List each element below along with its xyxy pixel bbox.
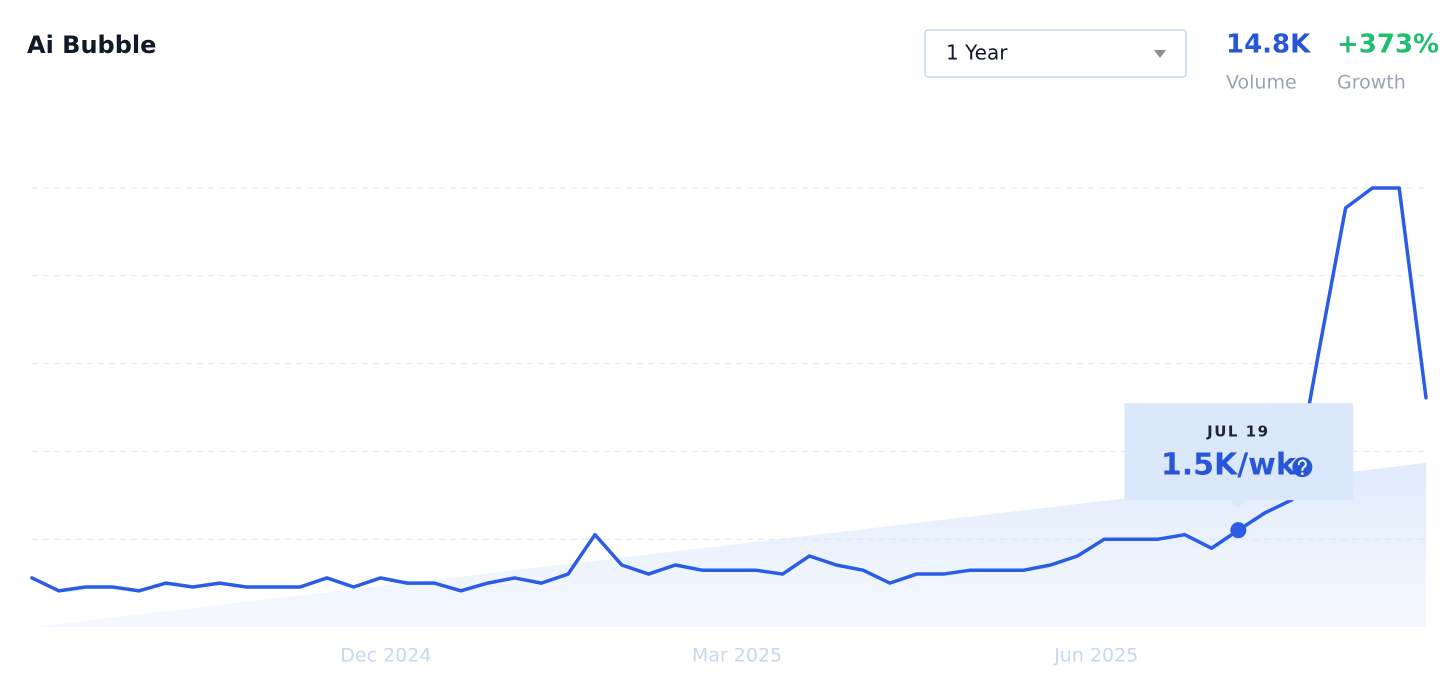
- x-tick-label: Dec 2024: [340, 645, 431, 667]
- title: Ai Bubble: [27, 31, 156, 59]
- stat-value: +373%: [1337, 30, 1439, 60]
- plot: Dec 2024 Mar 2025 Jun 2025 JUL 19 1.5K/wk: [30, 186, 1428, 667]
- tooltip-value: 1.5K/wk: [1161, 448, 1297, 483]
- line: [30, 186, 1428, 593]
- range-dropdown[interactable]: 1 Year: [924, 29, 1187, 78]
- stat-value: 14.8K: [1226, 30, 1311, 60]
- x-tick-label: Jun 2025: [1053, 645, 1138, 667]
- tooltip: JUL 19 1.5K/wk: [1124, 403, 1354, 509]
- stat-label: Growth: [1337, 72, 1406, 94]
- stat-label: Volume: [1226, 72, 1297, 94]
- help-icon-mark: [1297, 459, 1307, 472]
- dropdown-arrow: [1154, 50, 1166, 58]
- help-icon: [1292, 457, 1313, 478]
- trend-area: [32, 463, 1426, 627]
- help-icon-dot: [1301, 472, 1304, 475]
- tooltip-pointer: [1230, 500, 1247, 509]
- dropdown-value: 1 Year: [946, 41, 1008, 65]
- tooltip-box: [1124, 403, 1354, 501]
- highlight-point: [1230, 522, 1247, 539]
- x-tick-label: Mar 2025: [692, 645, 782, 667]
- dropdown-box[interactable]: [924, 29, 1187, 78]
- tooltip-date: JUL 19: [1206, 423, 1269, 441]
